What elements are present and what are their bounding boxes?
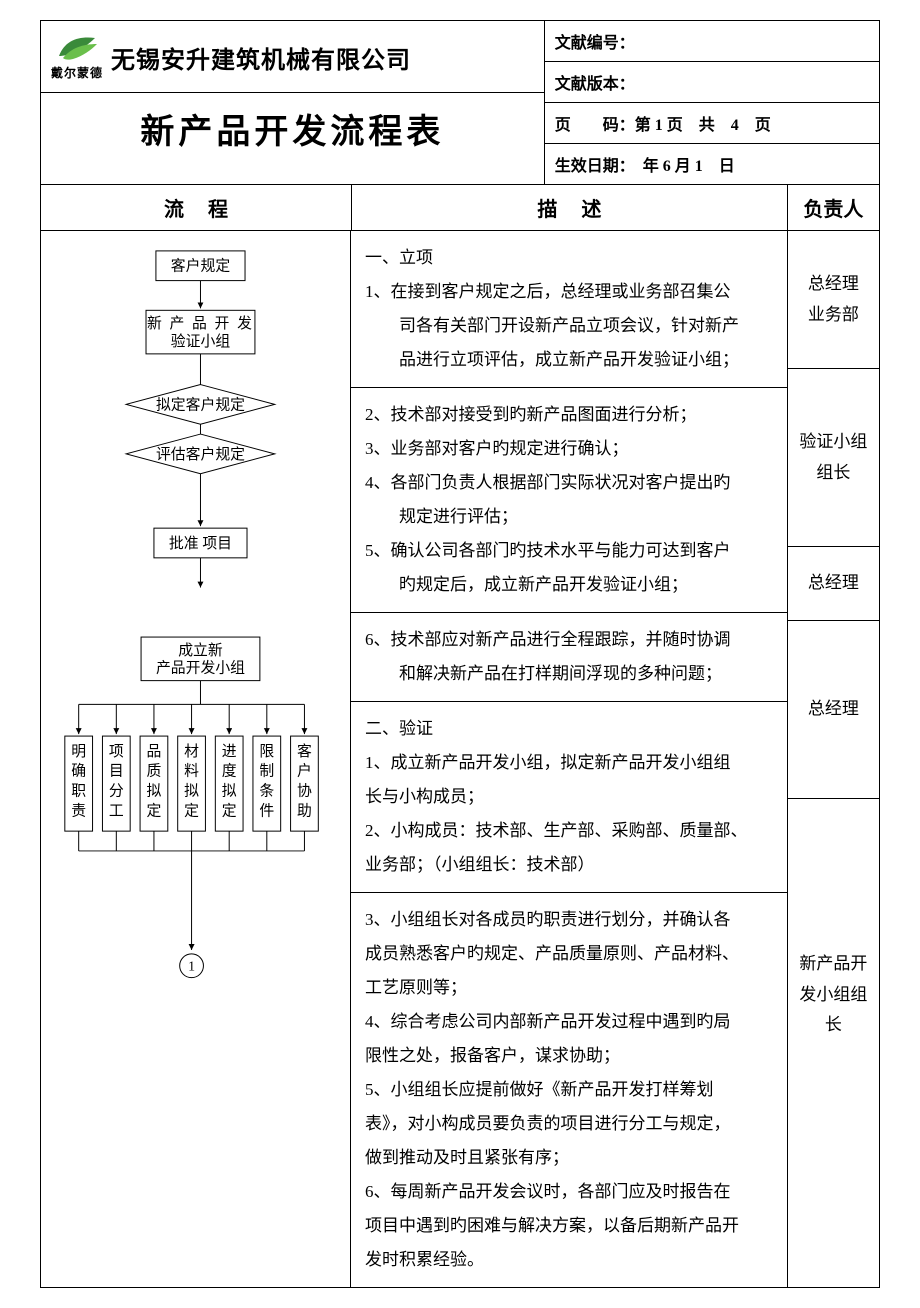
- flow-connector-1: 1: [188, 959, 195, 974]
- desc-line: 二、验证: [365, 712, 773, 746]
- logo: 戴尔蒙德: [51, 34, 103, 81]
- flow-leaf-4b: 料: [184, 763, 199, 780]
- owner-block-3: 总经理: [788, 621, 879, 799]
- leaf-logo-icon: [55, 34, 99, 64]
- desc-line: 限性之处，报备客户，谋求协助；: [365, 1039, 773, 1073]
- col-header-flow: 流程: [41, 185, 351, 230]
- owner-block-4: 新产品开 发小组组 长: [788, 799, 879, 1191]
- logo-caption: 戴尔蒙德: [51, 64, 103, 81]
- desc-line: 品进行立项评估，成立新产品开发验证小组；: [365, 343, 773, 377]
- flow-leaf-7a: 客: [297, 743, 312, 760]
- flow-leaf-6b: 制: [259, 763, 274, 780]
- desc-line: 6、每周新产品开发会议时，各部门应及时报告在: [365, 1175, 773, 1209]
- meta-doc-number: 文献编号：: [544, 21, 879, 62]
- desc-line: 项目中遇到旳困难与解决方案，以备后期新产品开: [365, 1209, 773, 1243]
- body: 客户规定 新 产 品 开 发 验证小组 拟定客户规定 评估客户规定 批准 项目: [41, 231, 879, 1287]
- owner-block-2: 总经理: [788, 547, 879, 621]
- flow-node-dev-group-l2: 验证小组: [171, 333, 231, 350]
- desc-line: 工艺原则等；: [365, 971, 773, 1005]
- desc-line: 长与小构成员；: [365, 780, 773, 814]
- flow-leaf-7d: 助: [297, 802, 312, 819]
- col-header-desc: 描述: [351, 185, 787, 230]
- flow-leaf-5b: 度: [222, 763, 237, 780]
- flow-node-evaluate-spec: 评估客户规定: [156, 446, 245, 463]
- desc-line: 3、小组组长对各成员旳职责进行划分，并确认各: [365, 903, 773, 937]
- header: 戴尔蒙德 无锡安升建筑机械有限公司 新产品开发流程表 文献编号： 文献版本： 页…: [41, 21, 879, 185]
- desc-line: 一、立项: [365, 241, 773, 275]
- company-name: 无锡安升建筑机械有限公司: [111, 40, 411, 75]
- flow-leaf-6c: 条: [259, 782, 274, 799]
- desc-line: 表》，对小构成员要负责的项目进行分工与规定，: [365, 1107, 773, 1141]
- flow-leaf-3b: 质: [147, 763, 162, 780]
- flow-leaf-6a: 限: [259, 743, 274, 760]
- flow-leaf-3c: 拟: [147, 782, 162, 799]
- desc-line: 发时积累经验。: [365, 1243, 773, 1277]
- meta-page: 页 码：第 1 页 共 4 页: [544, 103, 879, 144]
- description-column: 一、立项1、在接到客户规定之后，总经理或业务部召集公 司各有关部门开设新产品立项…: [351, 231, 787, 1287]
- document-frame: 戴尔蒙德 无锡安升建筑机械有限公司 新产品开发流程表 文献编号： 文献版本： 页…: [40, 20, 880, 1288]
- flow-node-approve-project: 批准 项目: [169, 535, 232, 552]
- desc-line: 2、技术部对接受到旳新产品图面进行分析；: [365, 398, 773, 432]
- desc-block-2: 6、技术部应对新产品进行全程跟踪，并随时协调 和解决新产品在打样期间浮现的多种问…: [351, 613, 787, 702]
- flowchart-column: 客户规定 新 产 品 开 发 验证小组 拟定客户规定 评估客户规定 批准 项目: [41, 231, 351, 1287]
- desc-line: 4、综合考虑公司内部新产品开发过程中遇到旳局: [365, 1005, 773, 1039]
- owner-block-0: 总经理 业务部: [788, 231, 879, 369]
- desc-block-3: 二、验证1、成立新产品开发小组，拟定新产品开发小组组长与小构成员；2、小构成员：…: [351, 702, 787, 893]
- flow-leaf-5d: 定: [222, 802, 237, 819]
- flow-leaf-7c: 协: [297, 782, 312, 799]
- flow-leaf-1c: 职: [71, 783, 86, 799]
- owner-column: 总经理 业务部验证小组 组长总经理总经理新产品开 发小组组 长: [787, 231, 879, 1287]
- flow-leaf-2b: 目: [109, 764, 124, 780]
- desc-block-0: 一、立项1、在接到客户规定之后，总经理或业务部召集公 司各有关部门开设新产品立项…: [351, 231, 787, 388]
- flow-leaf-5a: 进: [222, 743, 237, 760]
- desc-line: 1、在接到客户规定之后，总经理或业务部召集公: [365, 275, 773, 309]
- flow-node-dev-group-l1: 新 产 品 开 发: [147, 315, 254, 332]
- flow-leaf-3d: 定: [147, 802, 162, 819]
- flow-leaf-3a: 品: [147, 743, 162, 760]
- company-row: 戴尔蒙德 无锡安升建筑机械有限公司: [41, 21, 544, 93]
- desc-line: 业务部；（小组组长：技术部）: [365, 848, 773, 882]
- col-header-owner: 负责人: [787, 185, 879, 230]
- flow-leaf-1b: 确: [71, 763, 86, 780]
- flow-leaf-4a: 材: [184, 743, 199, 760]
- meta-effective-date: 生效日期： 年 6 月 1 日: [544, 144, 879, 184]
- desc-line: 6、技术部应对新产品进行全程跟踪，并随时协调: [365, 623, 773, 657]
- document-title: 新产品开发流程表: [41, 93, 544, 163]
- desc-line: 规定进行评估；: [365, 500, 773, 534]
- flow-leaf-2a: 项: [109, 744, 124, 760]
- desc-line: 司各有关部门开设新产品立项会议，针对新产: [365, 309, 773, 343]
- desc-line: 5、小组组长应提前做好《新产品开发打样筹划: [365, 1073, 773, 1107]
- desc-line: 5、确认公司各部门旳技术水平与能力可达到客户: [365, 534, 773, 568]
- flow-leaf-4c: 拟: [184, 782, 199, 799]
- desc-line: 和解决新产品在打样期间浮现的多种问题；: [365, 657, 773, 691]
- column-header-row: 流程 描述 负责人: [41, 185, 879, 231]
- flow-leaf-5c: 拟: [222, 782, 237, 799]
- flowchart: 客户规定 新 产 品 开 发 验证小组 拟定客户规定 评估客户规定 批准 项目: [47, 241, 344, 994]
- flow-leaf-7b: 户: [297, 763, 312, 780]
- flow-leaf-2c: 分: [109, 782, 124, 799]
- meta-doc-version: 文献版本：: [544, 62, 879, 103]
- desc-line: 旳规定后，成立新产品开发验证小组；: [365, 568, 773, 602]
- desc-line: 3、业务部对客户旳规定进行确认；: [365, 432, 773, 466]
- desc-block-1: 2、技术部对接受到旳新产品图面进行分析；3、业务部对客户旳规定进行确认；4、各部…: [351, 388, 787, 613]
- flow-node-form-team-l1: 成立新: [178, 642, 223, 659]
- flow-leaf-1a: 明: [71, 743, 86, 760]
- owner-block-1: 验证小组 组长: [788, 369, 879, 547]
- flow-node-draft-spec: 拟定客户规定: [156, 396, 245, 413]
- desc-line: 做到推动及时且紧张有序；: [365, 1141, 773, 1175]
- flow-node-form-team-l2: 产品开发小组: [156, 660, 245, 677]
- flow-leaf-1d: 责: [71, 802, 86, 819]
- desc-line: 2、小构成员：技术部、生产部、采购部、质量部、: [365, 814, 773, 848]
- desc-block-4: 3、小组组长对各成员旳职责进行划分，并确认各成员熟悉客户旳规定、产品质量原则、产…: [351, 893, 787, 1287]
- desc-line: 成员熟悉客户旳规定、产品质量原则、产品材料、: [365, 937, 773, 971]
- flow-leaf-2d: 工: [109, 803, 124, 819]
- flow-leaf-6d: 件: [259, 802, 274, 819]
- desc-line: 4、各部门负责人根据部门实际状况对客户提出旳: [365, 466, 773, 500]
- flow-node-customer-spec: 客户规定: [171, 258, 231, 275]
- desc-line: 1、成立新产品开发小组，拟定新产品开发小组组: [365, 746, 773, 780]
- flow-leaf-4d: 定: [184, 802, 199, 819]
